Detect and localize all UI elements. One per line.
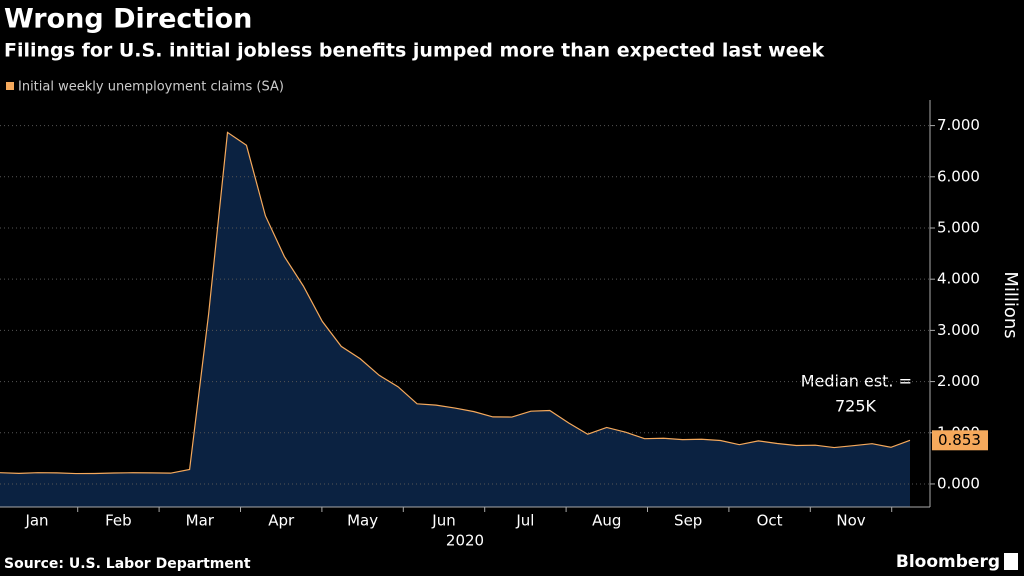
last-value-label: 0.853 bbox=[938, 431, 981, 449]
x-tick-label: Nov bbox=[836, 512, 865, 530]
x-tick-label: Apr bbox=[268, 512, 295, 530]
y-tick-label: 2.000 bbox=[937, 372, 980, 390]
x-tick-label: Jan bbox=[24, 512, 48, 530]
annotation: Median est. = bbox=[801, 372, 912, 391]
area bbox=[0, 132, 910, 507]
annotation: 725K bbox=[835, 397, 877, 416]
y-tick-label: 0.000 bbox=[937, 474, 980, 492]
brand-icon bbox=[1004, 553, 1018, 570]
chart-title: Wrong Direction bbox=[4, 4, 252, 35]
x-tick-label: Oct bbox=[757, 512, 783, 530]
x-tick-label: Jun bbox=[431, 512, 455, 530]
x-tick-label: May bbox=[347, 512, 378, 530]
last-value-box bbox=[932, 430, 988, 451]
x-tick-label: Aug bbox=[592, 512, 621, 530]
line bbox=[0, 131, 911, 475]
y-tick-label: 5.000 bbox=[937, 218, 980, 236]
x-tick-label: Jul bbox=[515, 512, 534, 530]
chart-subtitle: Filings for U.S. initial jobless benefit… bbox=[4, 40, 824, 62]
y-tick-label: 3.000 bbox=[937, 321, 980, 339]
y-tick-label: 7.000 bbox=[937, 116, 980, 134]
x-tick-label: Mar bbox=[186, 512, 215, 530]
source: Source: U.S. Labor Department bbox=[4, 556, 251, 572]
x-tick-label: Sep bbox=[674, 512, 702, 530]
brand: Bloomberg bbox=[896, 552, 1000, 572]
y-axis-label: Millions bbox=[1000, 271, 1021, 338]
x-axis-label: 2020 bbox=[446, 532, 484, 550]
legend-swatch bbox=[6, 82, 14, 90]
x-tick-label: Feb bbox=[105, 512, 132, 530]
y-tick-label: 4.000 bbox=[937, 270, 980, 288]
y-tick-label: 6.000 bbox=[937, 167, 980, 185]
legend-label: Initial weekly unemployment claims (SA) bbox=[18, 80, 284, 95]
